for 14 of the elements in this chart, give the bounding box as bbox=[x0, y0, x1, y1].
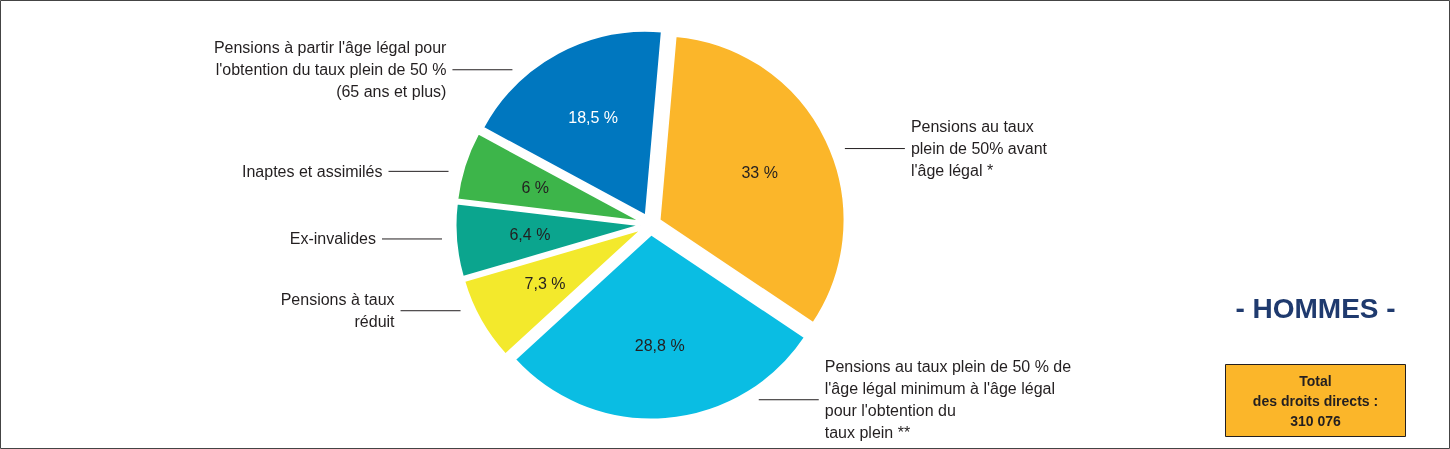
slice-label: Pensions au taux plein de 50% avant l'âge légal * bbox=[910, 117, 1048, 180]
slice-label: Pensions à partir l'âge légal pour l'obtention du taux plein de 50 % (65 ans et plus) bbox=[213, 39, 448, 101]
data-label: 6 % bbox=[521, 179, 549, 197]
data-label: 18,5 % bbox=[568, 109, 619, 127]
slice-label: Inaptes et assimilés bbox=[242, 162, 383, 180]
text: - HOMMES - bbox=[1235, 293, 1396, 324]
text: Total des droits directs : 310 076 bbox=[1252, 372, 1379, 429]
data-label: 28,8 % bbox=[634, 336, 685, 354]
slice-label: Pensions à taux réduit bbox=[280, 291, 396, 331]
slice-label: Ex-invalides bbox=[289, 230, 377, 248]
data-label: 7,3 % bbox=[524, 275, 566, 293]
slice-label: Pensions au taux plein de 50 % de l'âge légal minimum à l'âge légal pour l'obtention du taux plein ** bbox=[824, 358, 1072, 442]
data-label: 6,4 % bbox=[509, 225, 551, 243]
data-label: 33 % bbox=[741, 163, 778, 181]
